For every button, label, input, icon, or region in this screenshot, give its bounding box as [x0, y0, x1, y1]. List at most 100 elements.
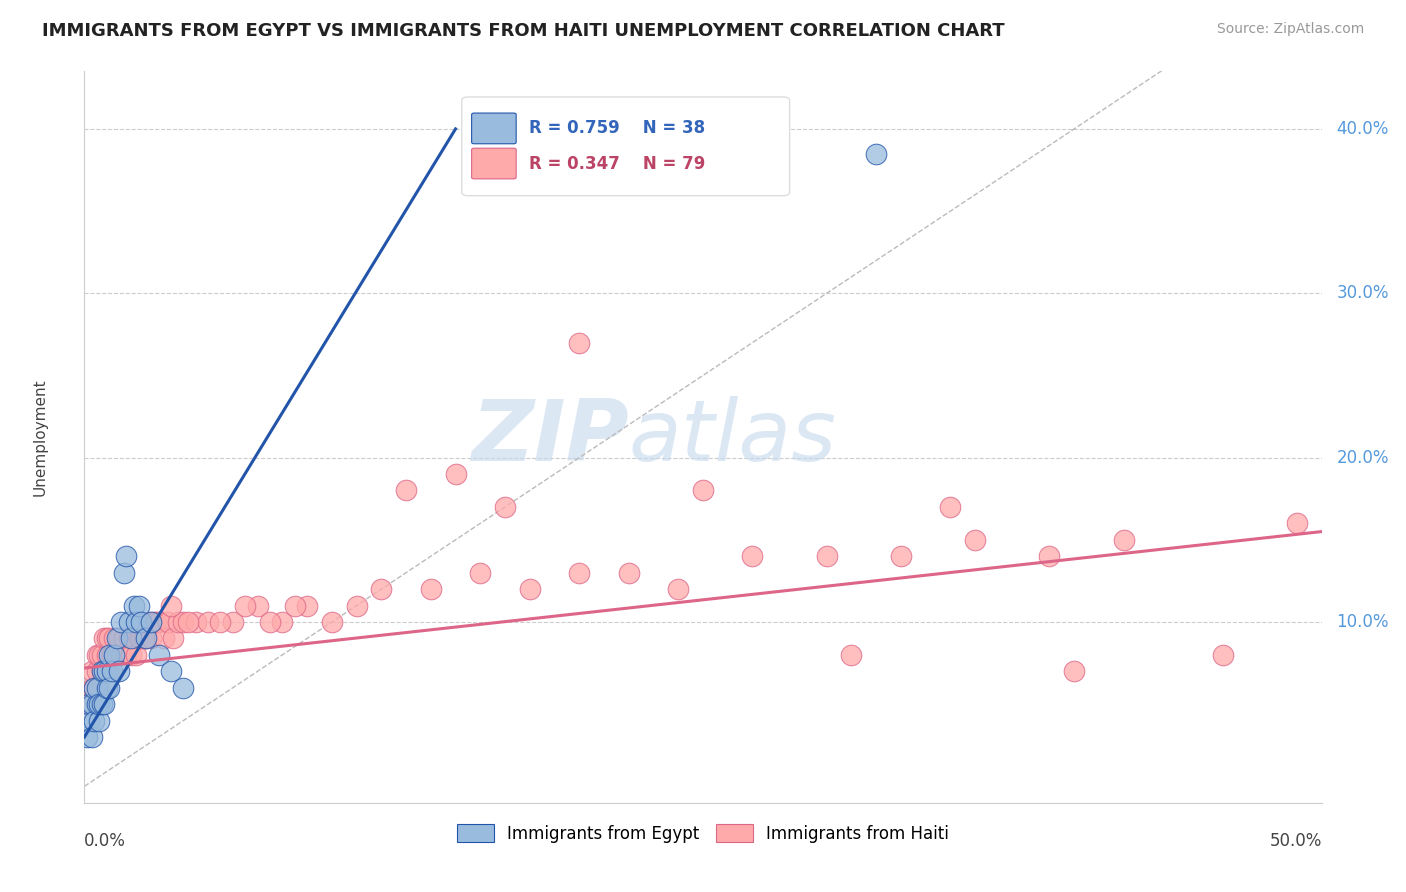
Text: R = 0.347    N = 79: R = 0.347 N = 79 — [529, 154, 704, 172]
Point — [118, 632, 141, 646]
Point — [135, 632, 157, 646]
Point — [141, 632, 163, 646]
Point — [519, 582, 541, 596]
Point — [76, 730, 98, 744]
Point — [90, 697, 112, 711]
Point — [157, 615, 180, 629]
Point — [209, 615, 232, 629]
Point — [98, 648, 121, 662]
Point — [79, 714, 101, 728]
Point — [125, 648, 148, 662]
Point — [103, 648, 125, 662]
Legend: Immigrants from Egypt, Immigrants from Haiti: Immigrants from Egypt, Immigrants from H… — [450, 817, 956, 849]
Point — [98, 681, 121, 695]
Point — [177, 615, 200, 629]
Text: R = 0.759    N = 38: R = 0.759 N = 38 — [529, 120, 704, 137]
Point — [83, 714, 105, 728]
Point — [108, 665, 131, 679]
Point — [129, 615, 152, 629]
Point — [80, 681, 103, 695]
Point — [93, 697, 115, 711]
Point — [295, 599, 318, 613]
Point — [128, 599, 150, 613]
Point — [142, 615, 165, 629]
Point — [741, 549, 763, 564]
Point — [395, 483, 418, 498]
Point — [93, 665, 115, 679]
Point — [115, 648, 138, 662]
Point — [89, 714, 111, 728]
Point — [80, 665, 103, 679]
Point — [167, 615, 190, 629]
Point — [222, 615, 245, 629]
Point — [666, 582, 689, 596]
Point — [89, 697, 111, 711]
Point — [841, 648, 863, 662]
Point — [617, 566, 640, 580]
Point — [98, 632, 121, 646]
Point — [965, 533, 987, 547]
Point — [692, 483, 714, 498]
Point — [118, 615, 141, 629]
Point — [83, 681, 105, 695]
Point — [233, 599, 256, 613]
Point — [98, 665, 121, 679]
Point — [110, 648, 132, 662]
Point — [80, 730, 103, 744]
Point — [246, 599, 269, 613]
Point — [93, 665, 115, 679]
Point — [129, 632, 152, 646]
Point — [80, 697, 103, 711]
Point — [160, 599, 183, 613]
Point — [568, 335, 591, 350]
Point — [105, 632, 128, 646]
Point — [90, 665, 112, 679]
Point — [284, 599, 307, 613]
Point — [100, 648, 122, 662]
Point — [162, 632, 184, 646]
Text: 10.0%: 10.0% — [1337, 613, 1389, 631]
Point — [172, 615, 194, 629]
Point — [112, 566, 135, 580]
Point — [120, 632, 142, 646]
Point — [122, 632, 145, 646]
Point — [93, 632, 115, 646]
Point — [145, 615, 167, 629]
Text: 40.0%: 40.0% — [1337, 120, 1389, 138]
Point — [125, 615, 148, 629]
Point — [197, 615, 219, 629]
Point — [112, 632, 135, 646]
Point — [105, 648, 128, 662]
FancyBboxPatch shape — [471, 113, 516, 144]
Text: atlas: atlas — [628, 395, 837, 479]
Point — [259, 615, 281, 629]
Point — [135, 632, 157, 646]
Text: 20.0%: 20.0% — [1337, 449, 1389, 467]
Text: Source: ZipAtlas.com: Source: ZipAtlas.com — [1216, 22, 1364, 37]
Point — [444, 467, 467, 481]
Point — [148, 648, 170, 662]
Point — [90, 665, 112, 679]
Point — [110, 615, 132, 629]
Point — [100, 665, 122, 679]
Point — [160, 665, 183, 679]
Text: 50.0%: 50.0% — [1270, 832, 1322, 850]
Point — [76, 697, 98, 711]
Point — [148, 615, 170, 629]
Point — [86, 665, 108, 679]
Point — [815, 549, 838, 564]
Point — [86, 681, 108, 695]
Point — [494, 500, 516, 514]
Text: Unemployment: Unemployment — [32, 378, 48, 496]
Point — [96, 665, 118, 679]
Point — [83, 681, 105, 695]
Point — [96, 681, 118, 695]
Point — [96, 632, 118, 646]
Point — [115, 549, 138, 564]
Text: ZIP: ZIP — [471, 395, 628, 479]
FancyBboxPatch shape — [461, 97, 790, 195]
Point — [419, 582, 441, 596]
Point — [939, 500, 962, 514]
Text: 0.0%: 0.0% — [84, 832, 127, 850]
Point — [172, 681, 194, 695]
